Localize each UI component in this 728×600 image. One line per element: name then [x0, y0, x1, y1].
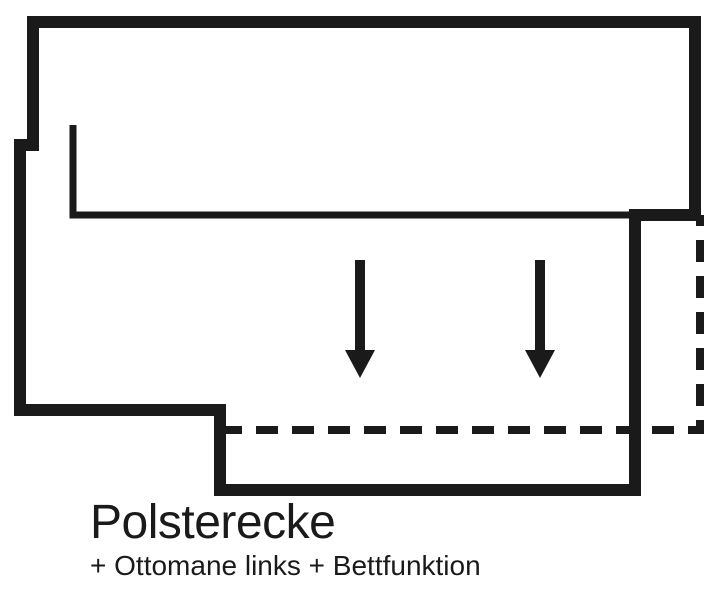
sofa-diagram	[0, 0, 728, 525]
label-block: Polsterecke + Ottomane links + Bettfunkt…	[90, 498, 481, 582]
product-subtitle: + Ottomane links + Bettfunktion	[90, 550, 481, 582]
product-title: Polsterecke	[90, 498, 481, 548]
